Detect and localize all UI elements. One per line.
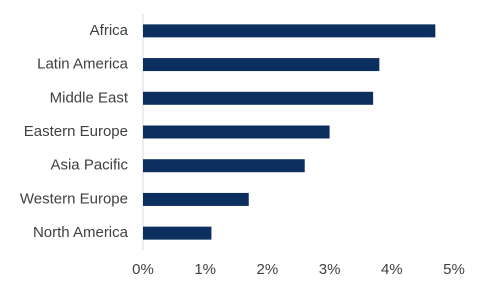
x-tick-label: 1% <box>194 261 216 278</box>
y-tick-label: Middle East <box>50 89 129 106</box>
x-tick-label: 5% <box>443 261 465 278</box>
x-tick-label: 3% <box>319 261 341 278</box>
y-tick-label: Eastern Europe <box>24 123 128 140</box>
y-tick-label: Africa <box>90 22 129 39</box>
bar <box>143 24 436 38</box>
x-tick-label: 0% <box>132 261 154 278</box>
bar <box>143 58 380 72</box>
bar <box>143 159 305 173</box>
y-tick-label: Western Europe <box>20 190 128 207</box>
bar <box>143 91 374 105</box>
y-tick-label: North America <box>33 224 129 241</box>
y-tick-label: Asia Pacific <box>50 157 128 174</box>
x-tick-label: 2% <box>257 261 279 278</box>
y-tick-label: Latin America <box>37 56 129 73</box>
bar <box>143 125 330 139</box>
bar <box>143 226 212 240</box>
bar <box>143 192 249 206</box>
x-tick-label: 4% <box>381 261 403 278</box>
